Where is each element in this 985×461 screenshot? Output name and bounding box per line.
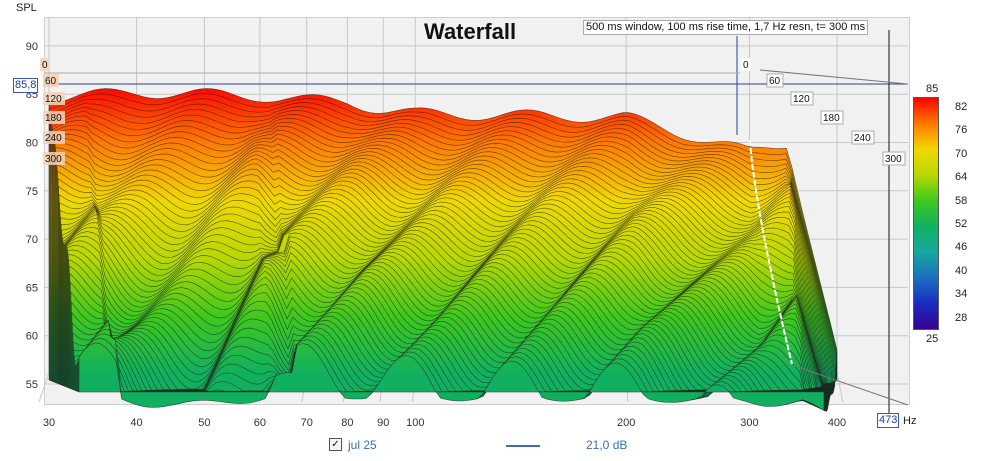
svg-text:300: 300	[885, 154, 902, 165]
svg-text:240: 240	[45, 133, 62, 144]
x-tick-label: 90	[377, 417, 389, 429]
x-tick-label: 50	[198, 417, 210, 429]
time-label-left: 60	[43, 74, 59, 87]
x-tick-label: 60	[254, 417, 266, 429]
chart-title: Waterfall	[424, 19, 517, 44]
time-label-left: 300	[43, 152, 65, 165]
series-line-swatch	[506, 445, 540, 447]
time-label-right: 120	[790, 91, 814, 106]
colorbar	[913, 97, 939, 330]
time-label-right: 300	[882, 151, 906, 166]
cursor-y-readout: 85,8	[13, 78, 39, 93]
legend-bar: ✓ jul 25 21,0 dB	[0, 436, 985, 456]
time-cursor-trace	[749, 139, 793, 365]
colorbar-tick-label: 76	[955, 124, 968, 137]
x-floor-gridline	[836, 371, 844, 403]
colorbar-tick-label: 82	[955, 101, 968, 113]
colorbar-tick-label: 40	[955, 264, 968, 277]
x-tick-label: 200	[617, 417, 635, 429]
colorbar-tick-label: 52	[955, 218, 968, 230]
svg-text:0: 0	[743, 60, 749, 71]
y-tick-label: 80	[26, 138, 38, 150]
time-label-left: 180	[43, 111, 65, 124]
svg-text:180: 180	[45, 113, 62, 124]
time-axis-line	[759, 69, 909, 85]
svg-text:180: 180	[823, 113, 840, 124]
cursor-x-readout: 473	[877, 413, 900, 428]
colorbar-top-label: 85	[926, 83, 939, 95]
time-floor-line	[791, 364, 909, 406]
colorbar-tick-label: 34	[955, 288, 968, 301]
y-tick-label: 60	[26, 331, 38, 343]
svg-text:240: 240	[854, 133, 871, 144]
time-label-right: 240	[851, 130, 875, 145]
time-label-left: 120	[43, 92, 65, 105]
smoothing-label: 21,0 dB	[586, 438, 628, 452]
x-tick-label: 100	[406, 417, 424, 429]
x-tick-label: 30	[43, 417, 55, 429]
y-tick-label: 75	[26, 186, 38, 198]
y-tick-label: 70	[26, 234, 38, 246]
series-name-label[interactable]: jul 25	[348, 438, 377, 452]
y-tick-label: 55	[26, 379, 38, 391]
svg-text:60: 60	[45, 76, 57, 87]
colorbar-tick-label: 58	[955, 194, 968, 207]
x-tick-label: 40	[130, 417, 142, 429]
svg-text:60: 60	[769, 76, 781, 87]
colorbar-tick-label: 64	[955, 171, 968, 184]
y-axis-label: SPL	[16, 2, 37, 14]
x-tick-label: 400	[828, 417, 846, 429]
svg-text:0: 0	[42, 60, 48, 71]
y-tick-label: 65	[26, 282, 38, 294]
colorbar-bottom-label: 25	[926, 333, 939, 345]
colorbar-tick-label: 46	[955, 241, 968, 254]
time-label-right: 180	[820, 110, 844, 125]
svg-text:300: 300	[45, 154, 62, 165]
time-label-left: 0	[40, 58, 50, 71]
time-label-right: 60	[766, 73, 784, 88]
colorbar-fill	[914, 98, 938, 329]
x-tick-label: 300	[740, 417, 758, 429]
waterfall-slice	[78, 342, 825, 412]
chart-subtitle: 500 ms window, 100 ms rise time, 1,7 Hz …	[583, 20, 869, 35]
svg-text:120: 120	[45, 94, 62, 105]
colorbar-tick-label: 28	[955, 311, 968, 324]
x-axis-unit: Hz	[903, 415, 917, 427]
time-label-left: 240	[43, 131, 65, 144]
series-checkbox[interactable]: ✓	[329, 438, 342, 451]
x-floor-gridline	[38, 371, 50, 403]
time-label-right: 0	[741, 58, 751, 71]
x-tick-label: 80	[341, 417, 353, 429]
colorbar-tick-label: 70	[955, 147, 968, 160]
svg-text:120: 120	[793, 94, 810, 105]
y-tick-label: 90	[26, 41, 38, 53]
x-tick-label: 70	[301, 417, 313, 429]
